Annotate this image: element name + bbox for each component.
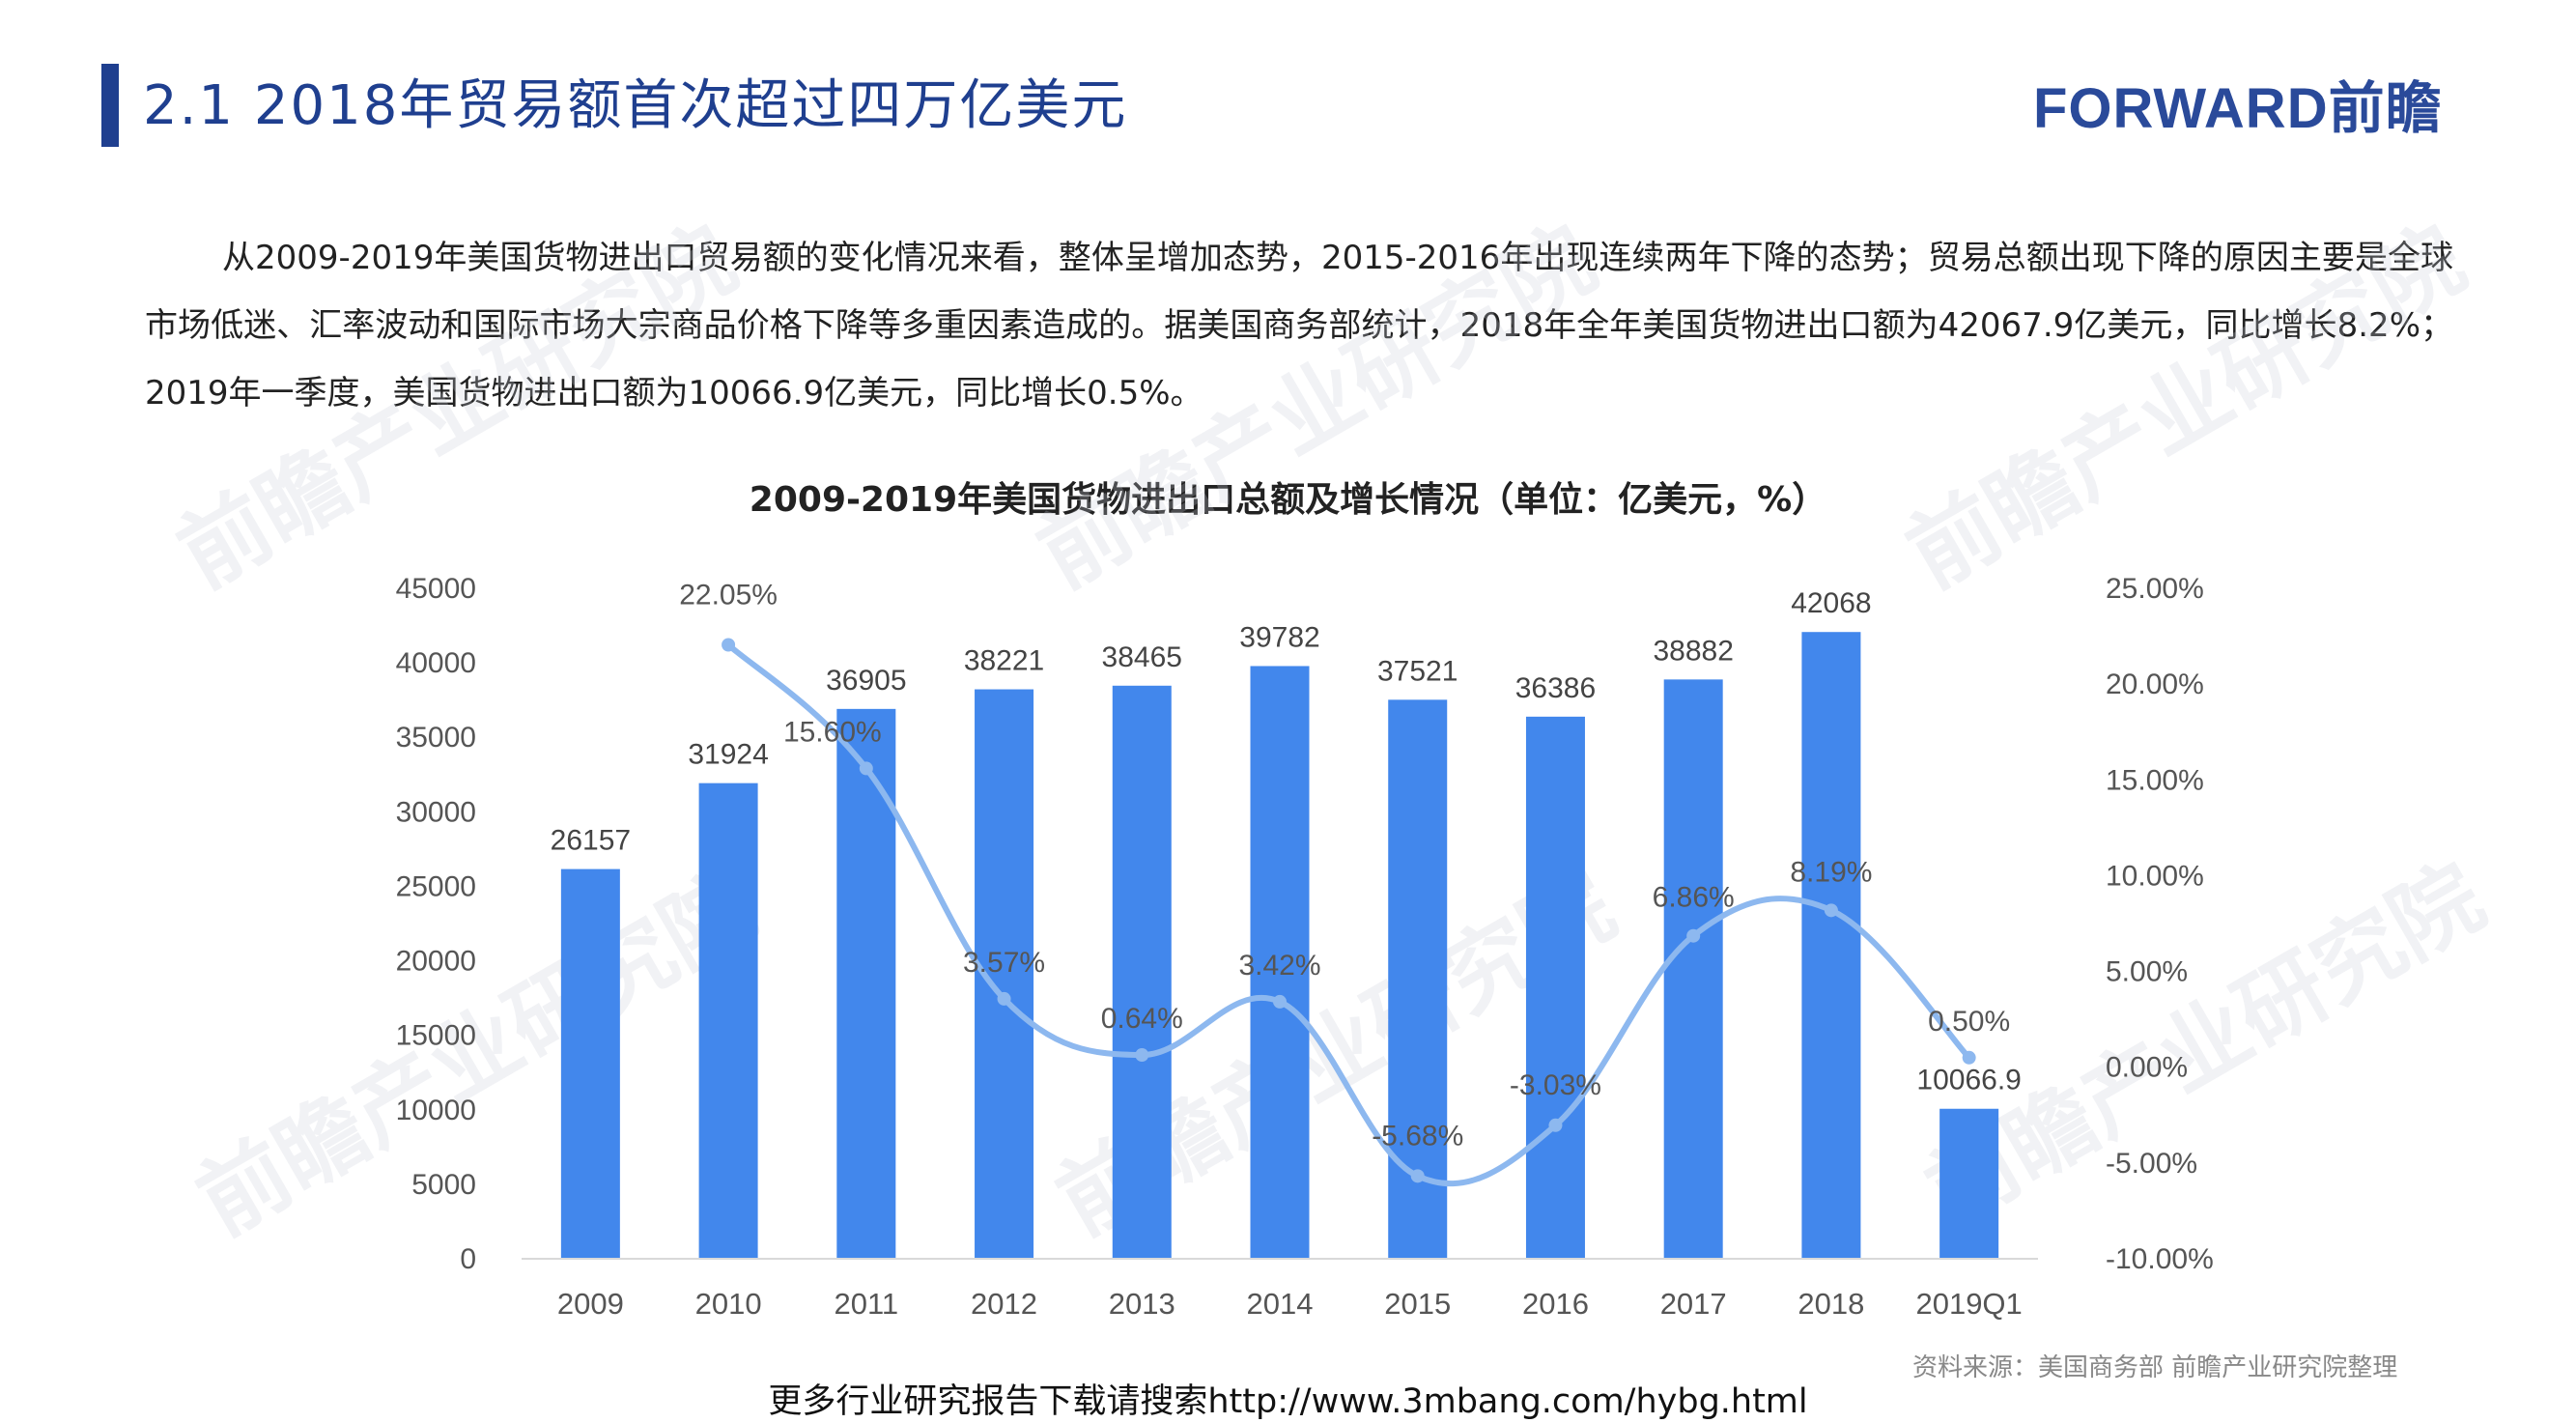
bar-2010	[698, 783, 758, 1259]
x-axis-tick-label: 2018	[1798, 1287, 1864, 1321]
bar-2009	[560, 868, 620, 1259]
right-axis-tick-label: 5.00%	[2106, 956, 2188, 988]
growth-value-label: 6.86%	[1653, 882, 1735, 914]
growth-value-label: 3.42%	[1238, 950, 1320, 982]
growth-line	[725, 641, 1972, 1187]
growth-point-2016	[1548, 1118, 1563, 1132]
bar-value-label: 39782	[1239, 621, 1319, 653]
bar-value-labels: 26157 31924 36905 38221 38465 39782 37521 36386…	[551, 587, 2022, 1096]
growth-value-label: 22.05%	[679, 579, 778, 611]
x-axis-tick-label: 2010	[695, 1287, 762, 1321]
bar-value-label: 36905	[826, 665, 906, 697]
growth-point-2015	[1410, 1169, 1425, 1183]
left-axis-ticks: 0 5000 10000 15000 20000 25000 30000 35000 40000…	[396, 573, 476, 1275]
growth-point-2011	[859, 761, 873, 776]
watermark-text: 前瞻产业研究院	[182, 854, 772, 1255]
growth-point-2017	[1686, 928, 1701, 943]
bar-2011	[836, 708, 896, 1259]
brand-logo: FORWARD前瞻	[2033, 77, 2443, 140]
growth-point-2018	[1824, 903, 1838, 918]
growth-value-labels: 22.05% 15.60% 3.57% 0.64% 3.42% -5.68% -3.03% 6…	[679, 579, 2010, 1152]
x-axis-tick-label: 2013	[1109, 1287, 1175, 1321]
growth-point-2019Q1	[1962, 1050, 1976, 1065]
right-axis-tick-label: -10.00%	[2106, 1243, 2214, 1275]
x-axis-tick-label: 2015	[1384, 1287, 1451, 1321]
bar-2017	[1663, 679, 1723, 1259]
left-axis-tick-label: 20000	[396, 946, 476, 978]
bar-2013	[1112, 685, 1172, 1259]
bar-value-label: 38221	[964, 645, 1044, 677]
bar-value-label: 26157	[551, 825, 631, 857]
left-axis-tick-label: 45000	[396, 573, 476, 605]
bar-value-label: 36386	[1515, 672, 1596, 704]
right-axis-tick-label: 25.00%	[2106, 573, 2204, 605]
growth-point-2012	[997, 991, 1011, 1006]
bar-2019Q1	[1939, 1108, 1999, 1259]
watermark-text: 前瞻产业研究院	[1891, 207, 2481, 608]
x-axis-ticks: 2009 2010 2011 2012 2013 2014 2015 2016 2017 2018…	[557, 1287, 2023, 1321]
right-axis-tick-label: 0.00%	[2106, 1052, 2188, 1084]
bar-2016	[1525, 716, 1585, 1259]
watermark-text: 前瞻产业研究院	[162, 207, 752, 608]
bar-value-label: 42068	[1791, 587, 1871, 619]
growth-point-2013	[1135, 1048, 1149, 1063]
growth-value-label: 0.50%	[1928, 1006, 2010, 1038]
bar-value-label: 38465	[1102, 641, 1182, 673]
intro-paragraph: 从2009-2019年美国货物进出口贸易额的变化情况来看，整体呈增加态势，201…	[145, 239, 2453, 413]
growth-value-label: 8.19%	[1790, 856, 1872, 888]
watermark-text: 前瞻产业研究院	[1911, 844, 2501, 1245]
growth-point-2010	[722, 638, 736, 652]
bar-value-label: 31924	[688, 739, 768, 771]
left-axis-tick-label: 5000	[411, 1169, 476, 1201]
growth-value-label: 0.64%	[1101, 1003, 1183, 1035]
x-axis-tick-label: 2016	[1522, 1287, 1589, 1321]
source-note: 资料来源：美国商务部 前瞻产业研究院整理	[1912, 1353, 2398, 1382]
x-axis-tick-label: 2014	[1247, 1287, 1314, 1321]
right-axis-tick-label: 15.00%	[2106, 764, 2204, 796]
growth-value-label: -5.68%	[1372, 1120, 1463, 1152]
footer-link: 更多行业研究报告下载请搜索http://www.3mbang.com/hybg.…	[768, 1382, 1808, 1421]
x-axis-tick-label: 2011	[834, 1287, 898, 1321]
left-axis-tick-label: 25000	[396, 870, 476, 902]
growth-point-2014	[1273, 994, 1287, 1009]
x-axis-tick-label: 2012	[971, 1287, 1037, 1321]
left-axis-tick-label: 10000	[396, 1095, 476, 1126]
x-axis-tick-label: 2009	[557, 1287, 624, 1321]
growth-value-label: 3.57%	[963, 947, 1045, 979]
growth-value-label: 15.60%	[783, 716, 882, 748]
page-title: 2.1 2018年贸易额首次超过四万亿美元	[143, 74, 1128, 137]
x-axis-tick-label: 2019Q1	[1915, 1287, 2022, 1321]
bar-2015	[1388, 699, 1448, 1259]
left-axis-tick-label: 35000	[396, 722, 476, 754]
x-axis-tick-label: 2017	[1660, 1287, 1727, 1321]
growth-line-series	[722, 638, 1976, 1187]
right-axis-tick-label: -5.00%	[2106, 1148, 2197, 1180]
bar-series	[560, 632, 1999, 1259]
bar-2014	[1250, 666, 1310, 1259]
left-axis-tick-label: 15000	[396, 1020, 476, 1052]
right-axis-ticks: -10.00% -5.00% 0.00% 5.00% 10.00% 15.00% 20.00…	[2106, 573, 2214, 1275]
watermark-text: 前瞻产业研究院	[1022, 207, 1612, 608]
left-axis-tick-label: 0	[460, 1243, 476, 1275]
chart-title: 2009-2019年美国货物进出口总额及增长情况（单位：亿美元，%）	[749, 480, 1827, 520]
left-axis-tick-label: 40000	[396, 647, 476, 679]
title-accent-bar	[101, 64, 119, 147]
bar-value-label: 10066.9	[1916, 1065, 2021, 1096]
bar-value-label: 37521	[1377, 655, 1458, 687]
growth-value-label: -3.03%	[1510, 1069, 1601, 1101]
bar-value-label: 38882	[1653, 635, 1733, 667]
left-axis-tick-label: 30000	[396, 796, 476, 828]
right-axis-tick-label: 20.00%	[2106, 669, 2204, 700]
right-axis-tick-label: 10.00%	[2106, 860, 2204, 892]
bar-2018	[1801, 632, 1861, 1259]
